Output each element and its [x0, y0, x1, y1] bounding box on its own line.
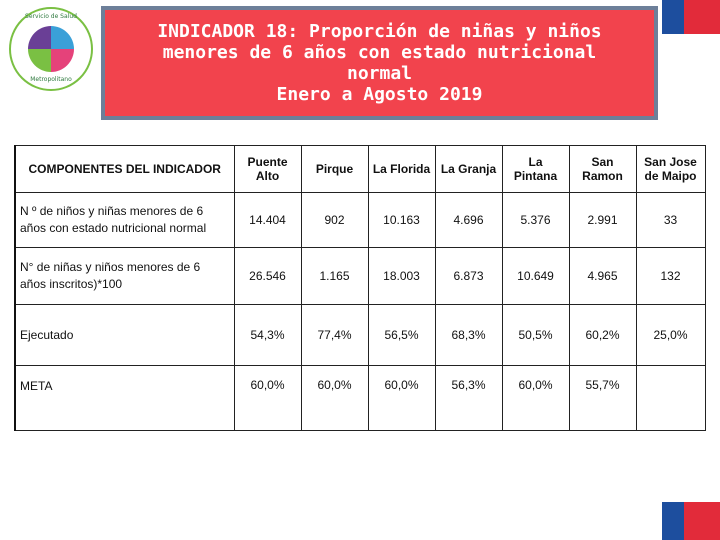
cell-value: 56,3% [434, 365, 503, 431]
cell-value: 25,0% [635, 304, 706, 366]
organization-logo: Servicio de Salud Metropolitano [9, 7, 93, 91]
flag-blue-band [662, 0, 685, 34]
flag-red-band [684, 0, 720, 34]
indicator-table: COMPONENTES DEL INDICADOR Puente Alto Pi… [14, 145, 706, 431]
cell-value: 10.649 [501, 247, 570, 305]
cell-value: 77,4% [300, 304, 369, 366]
header-san-ramon: San Ramon [568, 145, 637, 193]
cell-value: 60,0% [300, 365, 369, 431]
header-la-granja: La Granja [434, 145, 503, 193]
title-line-3: normal [346, 63, 413, 84]
cell-value: 10.163 [367, 192, 436, 248]
indicator-table-wrapper: COMPONENTES DEL INDICADOR Puente Alto Pi… [14, 145, 706, 431]
cell-value: 33 [635, 192, 706, 248]
table-row: N º de niños y niñas menores de 6 años c… [14, 192, 706, 248]
row-label: Ejecutado [14, 304, 235, 366]
title-line-4: Enero a Agosto 2019 [276, 84, 483, 105]
cell-value: 55,7% [568, 365, 637, 431]
logo-quadrant-blue [51, 26, 74, 49]
cell-value: 54,3% [233, 304, 302, 366]
logo-quadrant-pink [51, 49, 74, 72]
table-row: N° de niñas y niños menores de 6 años in… [14, 247, 706, 305]
table-header-row: COMPONENTES DEL INDICADOR Puente Alto Pi… [14, 145, 706, 193]
slide-title-box: INDICADOR 18: Proporción de niñas y niño… [101, 6, 658, 120]
cell-value: 2.991 [568, 192, 637, 248]
cell-value: 902 [300, 192, 369, 248]
header-puente-alto: Puente Alto [233, 145, 302, 193]
cell-value [635, 365, 706, 431]
title-line-2: menores de 6 años con estado nutricional [162, 42, 597, 63]
logo-quadrant-green [28, 49, 51, 72]
logo-quadrant-purple [28, 26, 51, 49]
cell-value: 60,0% [367, 365, 436, 431]
flag-strip-bottom [662, 502, 720, 540]
row-label: N° de niñas y niños menores de 6 años in… [14, 247, 235, 305]
flag-red-band [684, 502, 720, 540]
header-san-jose-de-maipo: San Jose de Maipo [635, 145, 706, 193]
cell-value: 14.404 [233, 192, 302, 248]
row-label-line: años inscritos)*100 [20, 277, 123, 291]
header-pirque: Pirque [300, 145, 369, 193]
logo-emblem [28, 26, 74, 72]
header-la-florida: La Florida [367, 145, 436, 193]
flag-blue-band [662, 502, 685, 540]
flag-strip-top [662, 0, 720, 34]
logo-ring-text-top: Servicio de Salud [25, 13, 77, 20]
cell-value: 1.165 [300, 247, 369, 305]
cell-value: 6.873 [434, 247, 503, 305]
table-row: Ejecutado 54,3% 77,4% 56,5% 68,3% 50,5% … [14, 304, 706, 366]
row-label: META [14, 365, 235, 431]
row-label-line: N° de niñas y niños menores de 6 [20, 260, 201, 274]
row-label: N º de niños y niñas menores de 6 años c… [14, 192, 235, 248]
cell-value: 68,3% [434, 304, 503, 366]
row-label-line: años con estado nutricional normal [20, 221, 207, 235]
cell-value: 60,2% [568, 304, 637, 366]
cell-value: 5.376 [501, 192, 570, 248]
logo-ring-text-bottom: Metropolitano [30, 76, 72, 83]
cell-value: 4.965 [568, 247, 637, 305]
cell-value: 50,5% [501, 304, 570, 366]
cell-value: 26.546 [233, 247, 302, 305]
cell-value: 132 [635, 247, 706, 305]
title-line-1: INDICADOR 18: Proporción de niñas y niño… [157, 21, 602, 42]
cell-value: 18.003 [367, 247, 436, 305]
cell-value: 56,5% [367, 304, 436, 366]
cell-value: 60,0% [501, 365, 570, 431]
cell-value: 60,0% [233, 365, 302, 431]
header-la-pintana: La Pintana [501, 145, 570, 193]
header-components: COMPONENTES DEL INDICADOR [14, 145, 235, 193]
table-row: META 60,0% 60,0% 60,0% 56,3% 60,0% 55,7% [14, 365, 706, 431]
cell-value: 4.696 [434, 192, 503, 248]
row-label-line: N º de niños y niñas menores de 6 [20, 204, 204, 218]
